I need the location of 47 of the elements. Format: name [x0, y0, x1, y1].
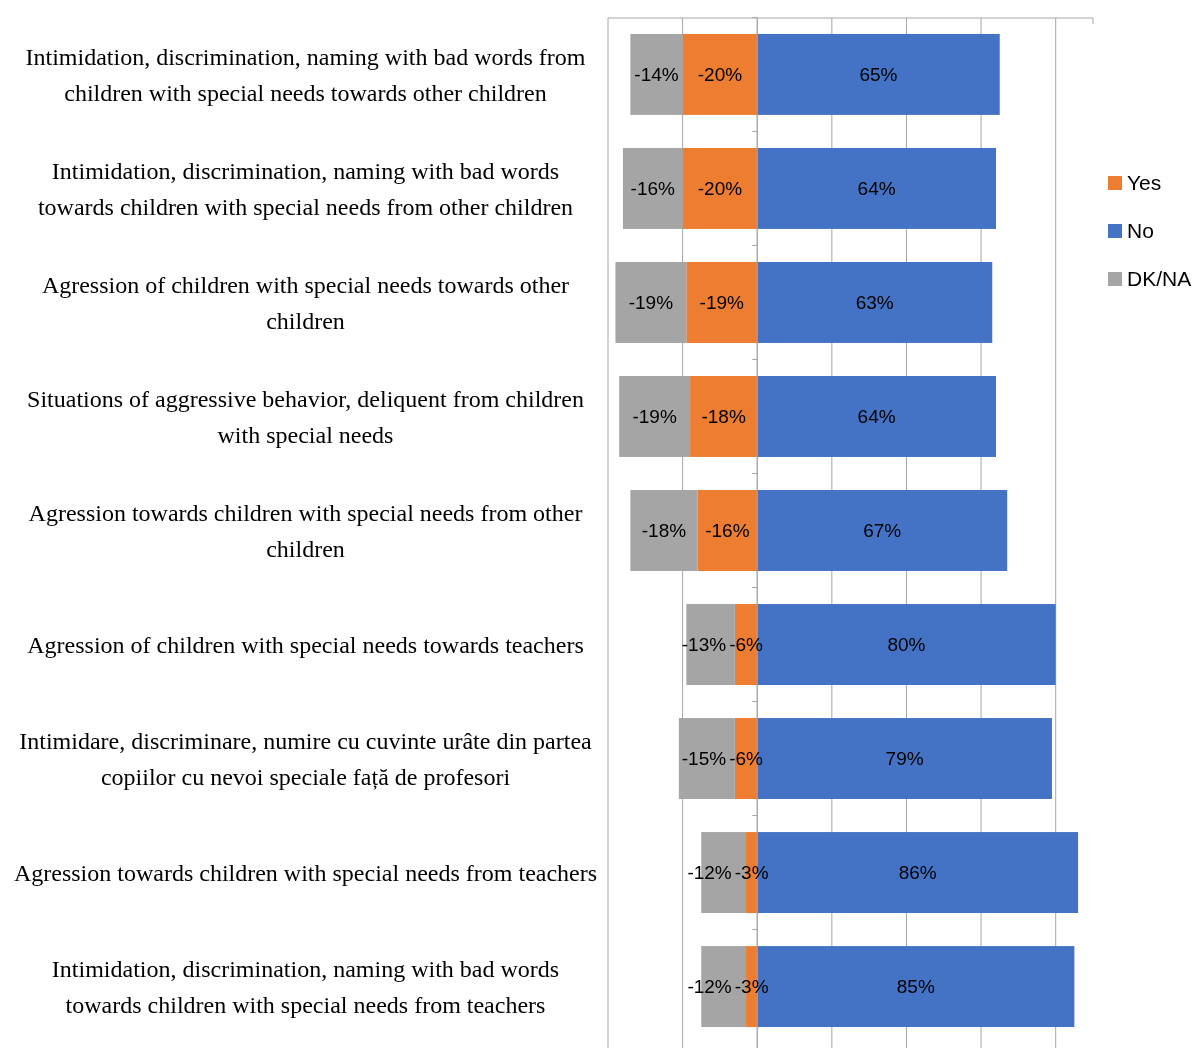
y-tick-label: Agression of children with special needs towards teachers: [27, 631, 584, 658]
data-label: -20%: [697, 178, 743, 200]
y-tick-label: Agression of children with special needs towards other children: [41, 271, 570, 334]
data-label: -16%: [630, 178, 676, 200]
data-label: 63%: [855, 292, 894, 314]
bar: [682, 147, 758, 229]
data-label: 64%: [857, 178, 896, 200]
data-label: -20%: [697, 64, 743, 86]
bar: [757, 33, 1000, 115]
data-label: -15%: [681, 748, 727, 770]
y-tick-label: Situations of aggressive behavior, deliquent from children with special needs: [27, 385, 584, 448]
y-tick-label: Agression towards children with special needs from teachers: [13, 859, 598, 886]
y-tick-label: Agression towards children with special needs from other children: [28, 499, 583, 562]
data-label: -19%: [632, 406, 677, 428]
data-label: 80%: [887, 634, 926, 656]
y-tick-label: Intimidation, discrimination, naming with bad words towards children with special needs from teachers: [51, 955, 560, 1018]
data-label: -16%: [705, 520, 750, 542]
data-label: 64%: [857, 406, 896, 428]
data-label: 67%: [863, 520, 902, 542]
data-label: -12%: [687, 862, 732, 884]
data-label: -14%: [634, 64, 679, 86]
bar: [682, 33, 758, 115]
data-label: 85%: [896, 976, 935, 998]
y-tick-label: Intimidation, discrimination, naming with bad words from children with special needs towards other children: [25, 43, 586, 106]
legend-label: No: [1127, 219, 1154, 243]
data-label: -19%: [699, 292, 745, 314]
data-label: -18%: [641, 520, 687, 542]
bar: [757, 490, 1008, 571]
y-tick-label: Intimidation, discrimination, naming with bad words towards children with special needs from other children: [37, 157, 574, 220]
data-label: -3%: [734, 976, 769, 998]
y-tick-label: Intimidare, discriminare, numire cu cuvinte urâte din partea copiilor cu nevoi speciale față de profesori: [19, 727, 593, 790]
bar: [757, 261, 993, 343]
data-label: -18%: [701, 406, 746, 428]
bar: [690, 376, 758, 457]
legend-label: Yes: [1127, 171, 1162, 195]
bar: [757, 376, 996, 457]
bar: [697, 490, 758, 571]
data-label: 65%: [859, 64, 898, 86]
data-label: -19%: [628, 292, 674, 314]
bar: [757, 147, 996, 229]
data-label: -12%: [687, 976, 732, 998]
data-label: 86%: [898, 862, 937, 884]
bar: [686, 261, 758, 343]
data-label: -3%: [734, 862, 769, 884]
data-label: 79%: [885, 748, 924, 770]
data-label: -13%: [681, 634, 727, 656]
legend-label: DK/NA: [1127, 267, 1192, 291]
